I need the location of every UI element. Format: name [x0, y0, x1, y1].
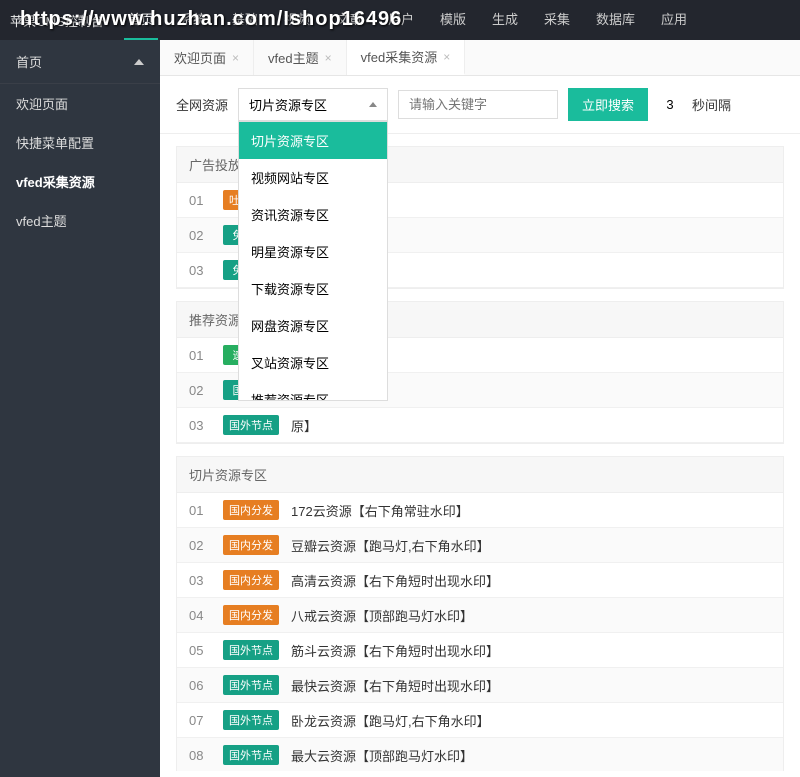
nav-item[interactable]: 系统 — [176, 0, 210, 41]
table-row[interactable]: 02国内分发豆瓣云资源【跑马灯,右下角水印】 — [177, 528, 783, 563]
interval-unit: 秒间隔 — [692, 95, 731, 114]
interval-value: 3 — [658, 97, 682, 112]
table-row[interactable]: 04国内分发八戒云资源【顶部跑马灯水印】 — [177, 598, 783, 633]
sidebar-item[interactable]: vfed主题 — [0, 201, 160, 240]
row-description: 八戒云资源【顶部跑马灯水印】 — [291, 606, 771, 625]
row-index: 06 — [189, 678, 223, 693]
sidebar-item[interactable]: 欢迎页面 — [0, 84, 160, 123]
status-badge: 国内分发 — [223, 500, 279, 520]
dropdown-option[interactable]: 下载资源专区 — [239, 270, 387, 307]
table-row[interactable]: 07国外节点卧龙云资源【跑马灯,右下角水印】 — [177, 703, 783, 738]
tab[interactable]: vfed采集资源 × — [347, 40, 466, 75]
nav-item[interactable]: 视频 — [280, 0, 314, 41]
status-badge: 国外节点 — [223, 415, 279, 435]
row-description: 最大云资源【顶部跑马灯水印】 — [291, 746, 771, 765]
status-badge: 国外节点 — [223, 640, 279, 660]
sidebar-header[interactable]: 首页 — [0, 40, 160, 84]
tab-label: 欢迎页面 — [174, 48, 226, 67]
row-index: 02 — [189, 383, 223, 398]
row-index: 03 — [189, 418, 223, 433]
sidebar-header-label: 首页 — [16, 52, 42, 71]
dropdown-selected: 切片资源专区 — [249, 95, 327, 114]
dropdown-option[interactable]: 资讯资源专区 — [239, 196, 387, 233]
table-row[interactable]: 01国内分发 172云资源【右下角常驻水印】 — [177, 493, 783, 528]
nav-item[interactable]: 模版 — [436, 0, 470, 41]
brand-label: 苹果CMS控制台 — [10, 11, 104, 30]
row-index: 01 — [189, 503, 223, 518]
row-index: 08 — [189, 748, 223, 763]
row-index: 02 — [189, 228, 223, 243]
row-index: 02 — [189, 538, 223, 553]
close-icon[interactable]: × — [443, 50, 450, 64]
dropdown-toggle[interactable]: 切片资源专区 — [238, 88, 388, 121]
toolbar: 全网资源 切片资源专区 切片资源专区视频网站专区资讯资源专区明星资源专区下载资源… — [160, 76, 800, 134]
scope-label: 全网资源 — [176, 95, 228, 114]
tab-bar: 欢迎页面 × vfed主题 × vfed采集资源 × — [160, 40, 800, 76]
close-icon[interactable]: × — [325, 51, 332, 65]
tab-label: vfed采集资源 — [361, 47, 438, 66]
nav-item[interactable]: 首页 — [124, 0, 158, 41]
tab[interactable]: vfed主题 × — [254, 40, 347, 75]
search-button[interactable]: 立即搜索 — [568, 88, 648, 121]
row-description: 高清云资源【右下角短时出现水印】 — [291, 571, 771, 590]
row-description: 卧龙云资源【跑马灯,右下角水印】 — [291, 711, 771, 730]
top-nav: 苹果CMS控制台 首页系统基础视频文章用户模版生成采集数据库应用 — [0, 0, 800, 40]
table-row[interactable]: 06国外节点最快云资源【右下角短时出现水印】 — [177, 668, 783, 703]
dropdown-option[interactable]: 切片资源专区 — [239, 122, 387, 159]
close-icon[interactable]: × — [232, 51, 239, 65]
dropdown-option[interactable]: 叉站资源专区 — [239, 344, 387, 381]
dropdown-option[interactable]: 明星资源专区 — [239, 233, 387, 270]
dropdown-option[interactable]: 推荐资源专区 — [239, 381, 387, 401]
row-description: 172云资源【右下角常驻水印】 — [291, 501, 771, 520]
nav-item[interactable]: 生成 — [488, 0, 522, 41]
row-description: 筋斗云资源【右下角短时出现水印】 — [291, 641, 771, 660]
row-index: 03 — [189, 573, 223, 588]
chevron-up-icon — [134, 59, 144, 65]
sidebar: 首页 欢迎页面快捷菜单配置vfed采集资源vfed主题 — [0, 40, 160, 777]
nav-item[interactable]: 采集 — [540, 0, 574, 41]
row-index: 03 — [189, 263, 223, 278]
section-header: 切片资源专区 — [177, 457, 783, 493]
sidebar-item[interactable]: 快捷菜单配置 — [0, 123, 160, 162]
category-dropdown[interactable]: 切片资源专区 切片资源专区视频网站专区资讯资源专区明星资源专区下载资源专区网盘资… — [238, 88, 388, 121]
section: 切片资源专区01国内分发172云资源【右下角常驻水印】02国内分发豆瓣云资源【跑… — [176, 456, 784, 771]
table-row[interactable]: 03国外节点原】 — [177, 408, 783, 443]
search-input[interactable] — [398, 90, 558, 119]
tab[interactable]: 欢迎页面 × — [160, 40, 254, 75]
nav-item[interactable]: 文章 — [332, 0, 366, 41]
table-row[interactable]: 05国外节点筋斗云资源【右下角短时出现水印】 — [177, 633, 783, 668]
row-index: 01 — [189, 193, 223, 208]
status-badge: 国外节点 — [223, 675, 279, 695]
row-index: 01 — [189, 348, 223, 363]
nav-item[interactable]: 基础 — [228, 0, 262, 41]
caret-up-icon — [369, 102, 377, 107]
row-index: 05 — [189, 643, 223, 658]
status-badge: 国内分发 — [223, 570, 279, 590]
main-panel: 欢迎页面 × vfed主题 × vfed采集资源 × 全网资源 切片资源专区 切片资源专区… — [160, 40, 800, 777]
dropdown-option[interactable]: 网盘资源专区 — [239, 307, 387, 344]
dropdown-option[interactable]: 视频网站专区 — [239, 159, 387, 196]
status-badge: 国外节点 — [223, 745, 279, 765]
status-badge: 国外节点 — [223, 710, 279, 730]
table-row[interactable]: 08国外节点最大云资源【顶部跑马灯水印】 — [177, 738, 783, 771]
dropdown-menu: 切片资源专区视频网站专区资讯资源专区明星资源专区下载资源专区网盘资源专区叉站资源… — [238, 121, 388, 401]
nav-item[interactable]: 数据库 — [592, 0, 639, 41]
row-index: 04 — [189, 608, 223, 623]
sidebar-item[interactable]: vfed采集资源 — [0, 162, 160, 201]
row-description: 原】 — [291, 416, 771, 435]
row-description: 最快云资源【右下角短时出现水印】 — [291, 676, 771, 695]
nav-item[interactable]: 用户 — [384, 0, 418, 41]
status-badge: 国内分发 — [223, 535, 279, 555]
status-badge: 国内分发 — [223, 605, 279, 625]
row-index: 07 — [189, 713, 223, 728]
table-row[interactable]: 03国内分发高清云资源【右下角短时出现水印】 — [177, 563, 783, 598]
nav-item[interactable]: 应用 — [657, 0, 691, 41]
tab-label: vfed主题 — [268, 48, 319, 67]
row-description: 豆瓣云资源【跑马灯,右下角水印】 — [291, 536, 771, 555]
